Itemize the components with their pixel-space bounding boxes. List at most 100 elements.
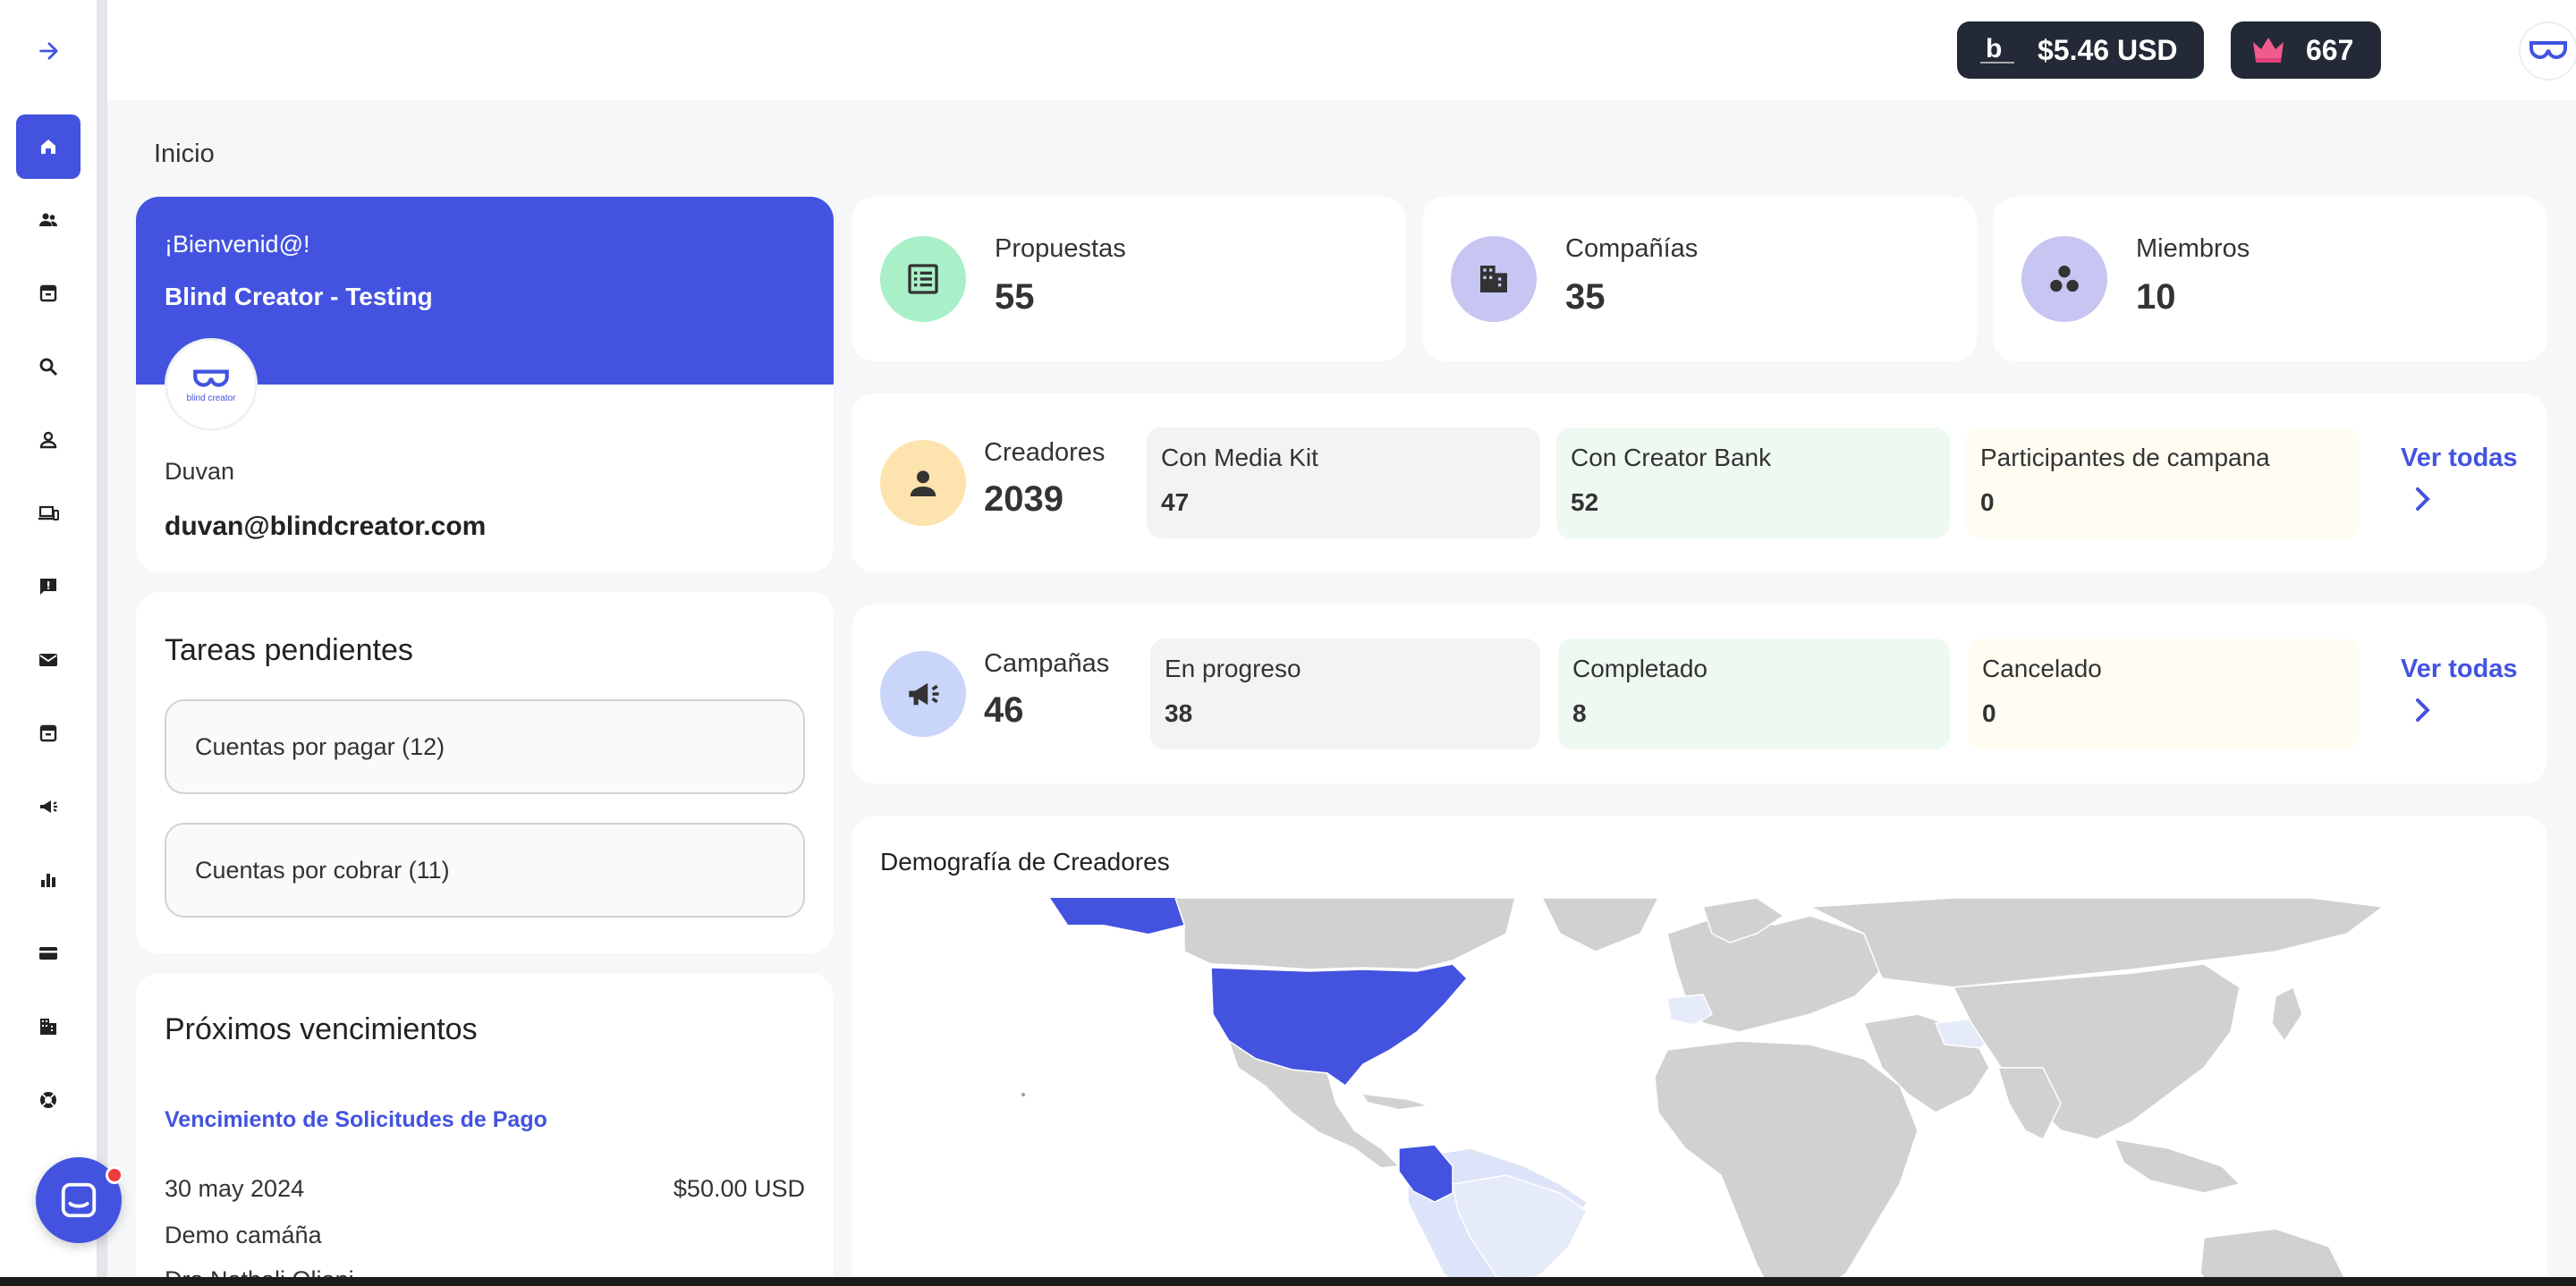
blind-creator-logo-icon xyxy=(2529,41,2567,60)
map-region-greenland[interactable] xyxy=(1541,898,1659,952)
stat-card-proposals[interactable]: Propuestas 55 xyxy=(852,197,1406,361)
accounts-receivable-button[interactable]: Cuentas por cobrar (11) xyxy=(165,823,805,918)
map-region-hawaii[interactable] xyxy=(1021,1093,1025,1096)
org-logo-text: blind creator xyxy=(186,393,236,403)
topbar: b $5.46 USD 667 ES xyxy=(107,0,2576,100)
sidebar-item-home[interactable] xyxy=(16,114,80,179)
map-region-russia[interactable] xyxy=(1808,898,2385,988)
avatar[interactable] xyxy=(2519,21,2576,80)
creators-campaign-participants-box[interactable]: Participantes de campana 0 xyxy=(1966,427,2360,538)
box-value: 38 xyxy=(1165,699,1193,727)
building-icon xyxy=(1480,266,1507,292)
box-value: 8 xyxy=(1572,699,1587,727)
campaigns-in-progress-box[interactable]: En progreso 38 xyxy=(1150,639,1540,749)
sidebar-item-payments[interactable] xyxy=(16,921,80,986)
sidebar-item-reports[interactable] xyxy=(16,848,80,912)
person-icon xyxy=(39,431,57,449)
arrow-right-icon xyxy=(39,42,58,60)
map-region-alaska[interactable] xyxy=(1050,898,1184,934)
user-name: Duvan xyxy=(165,458,235,485)
stat-value: 35 xyxy=(1565,277,1606,317)
sidebar-item-mail[interactable] xyxy=(16,628,80,692)
sidebar-item-feedback[interactable] xyxy=(16,554,80,619)
search-icon xyxy=(39,358,58,376)
sidebar-item-archive[interactable] xyxy=(16,261,80,326)
accounts-payable-button[interactable]: Cuentas por pagar (12) xyxy=(165,699,805,794)
box-label: Cancelado xyxy=(1982,655,2102,682)
sidebar-item-search[interactable] xyxy=(16,334,80,399)
balance-pill[interactable]: b $5.46 USD xyxy=(1957,21,2204,79)
upcoming-due-title: Próximos vencimientos xyxy=(165,1012,478,1046)
sidebar-item-users[interactable] xyxy=(16,188,80,252)
stat-card-members[interactable]: Miembros 10 xyxy=(1993,197,2547,361)
stat-icon-bg xyxy=(1451,236,1537,322)
campaign-icon xyxy=(909,682,939,706)
sidebar-scrollbar[interactable] xyxy=(97,0,107,1286)
map-region-caribbean[interactable] xyxy=(1363,1095,1426,1109)
user-email: duvan@blindcreator.com xyxy=(165,512,487,541)
upcoming-due-subtitle[interactable]: Vencimiento de Solicitudes de Pago xyxy=(165,1107,547,1132)
support-icon xyxy=(40,1092,56,1108)
sidebar-item-devices[interactable] xyxy=(16,481,80,546)
sidebar-item-companies[interactable] xyxy=(16,994,80,1059)
box-value: 47 xyxy=(1161,488,1190,516)
map-region-brazil[interactable] xyxy=(1452,1174,1588,1286)
stat-card-companies[interactable]: Compañías 35 xyxy=(1422,197,1977,361)
campaigns-cancelled-box[interactable]: Cancelado 0 xyxy=(1968,639,2360,749)
campaigns-see-all-link[interactable]: Ver todas xyxy=(2401,655,2518,683)
svg-text:b: b xyxy=(1986,34,2002,63)
sidebar-item-support[interactable] xyxy=(16,1068,80,1132)
list-icon xyxy=(908,264,938,294)
demographics-title: Demografía de Creadores xyxy=(880,848,1170,876)
creators-media-kit-box[interactable]: Con Media Kit 47 xyxy=(1147,427,1540,538)
sidebar-item-profile[interactable] xyxy=(16,408,80,472)
stat-value: 10 xyxy=(2136,277,2176,317)
feedback-icon xyxy=(40,579,56,595)
due-date: 30 may 2024 xyxy=(165,1175,305,1202)
devices-icon xyxy=(38,505,59,520)
box-label: Completado xyxy=(1572,655,1707,682)
sidebar-item-inbox[interactable] xyxy=(16,701,80,766)
map-region-asia[interactable] xyxy=(1952,963,2241,1140)
welcome-banner xyxy=(136,197,834,385)
upcoming-due-card: Próximos vencimientos Vencimiento de Sol… xyxy=(136,973,834,1286)
map-region-colombia[interactable] xyxy=(1398,1144,1453,1203)
welcome-greeting: ¡Bienvenid@! xyxy=(165,231,310,258)
bar-chart-icon xyxy=(41,874,55,887)
campaigns-value: 46 xyxy=(984,690,1024,730)
creators-label: Creadores xyxy=(984,438,1106,467)
map-region-japan[interactable] xyxy=(2271,986,2303,1043)
box-label: Participantes de campana xyxy=(1980,444,2270,471)
chevron-right-icon[interactable] xyxy=(2413,486,2433,512)
creators-see-all-link[interactable]: Ver todas xyxy=(2401,444,2518,472)
sidebar-item-campaigns[interactable] xyxy=(16,774,80,839)
world-map[interactable] xyxy=(880,898,2454,1286)
box-value: 0 xyxy=(1982,699,1996,727)
users-icon xyxy=(39,213,57,226)
expand-sidebar-button[interactable] xyxy=(30,32,68,70)
map-region-africa[interactable] xyxy=(1654,1040,1919,1286)
points-pill[interactable]: 667 xyxy=(2231,21,2381,79)
building-icon xyxy=(40,1019,56,1035)
welcome-org: Blind Creator - Testing xyxy=(165,283,433,310)
org-logo: blind creator xyxy=(165,338,258,431)
map-region-canada[interactable] xyxy=(1174,898,1516,970)
notification-dot xyxy=(106,1166,123,1184)
map-region-india[interactable] xyxy=(1996,1067,2062,1141)
map-region-scandinavia[interactable] xyxy=(1702,898,1785,943)
map-region-southeast-asia[interactable] xyxy=(2113,1138,2241,1194)
creators-icon-bg xyxy=(880,440,966,526)
stat-icon-bg xyxy=(880,236,966,322)
mail-icon xyxy=(39,654,57,666)
creators-bank-box[interactable]: Con Creator Bank 52 xyxy=(1556,427,1950,538)
sidebar xyxy=(0,0,97,1286)
stat-value: 55 xyxy=(995,277,1035,317)
chevron-right-icon[interactable] xyxy=(2413,698,2433,723)
box-label: En progreso xyxy=(1165,655,1301,682)
campaigns-card: Campañas 46 En progreso 38 Completado 8 … xyxy=(852,605,2547,783)
stat-label: Propuestas xyxy=(995,234,1126,263)
map-region-spain[interactable] xyxy=(1666,994,1713,1026)
chat-icon xyxy=(61,1182,97,1218)
campaigns-completed-box[interactable]: Completado 8 xyxy=(1558,639,1950,749)
home-icon xyxy=(41,140,55,154)
